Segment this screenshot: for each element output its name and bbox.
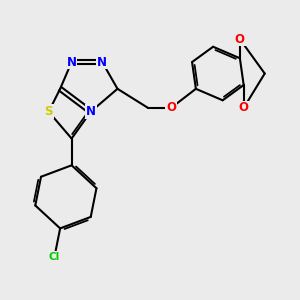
Text: O: O (166, 101, 176, 114)
Text: O: O (239, 101, 249, 114)
Text: N: N (67, 56, 76, 68)
Text: N: N (97, 56, 107, 68)
Text: Cl: Cl (49, 252, 60, 262)
Text: N: N (86, 105, 96, 118)
Text: O: O (235, 33, 245, 46)
Text: S: S (44, 105, 53, 118)
